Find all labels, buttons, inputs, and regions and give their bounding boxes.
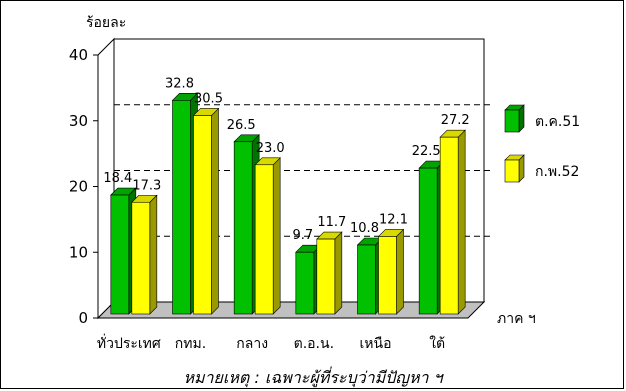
legend-label: ก.พ.52 [535, 164, 579, 180]
y-tick-label: 10 [69, 243, 88, 261]
data-label: 18.4 [103, 171, 132, 186]
data-label: 23.0 [256, 141, 285, 156]
bar-front [172, 100, 191, 315]
data-label: 12.1 [379, 212, 408, 227]
bar-front [418, 167, 438, 315]
y-tick-label: 40 [69, 46, 88, 64]
bar-front [254, 164, 274, 315]
x-tick-label: ต.อ.น. [294, 336, 334, 352]
bar-side [149, 194, 158, 315]
data-label: 10.8 [350, 221, 379, 236]
legend-label: ต.ค.51 [535, 114, 580, 130]
data-label: 26.5 [227, 118, 256, 133]
y-tick-label: 0 [78, 309, 88, 327]
data-label: 30.5 [194, 91, 223, 106]
footnote: หมายเหตุ : เฉพาะผู้ที่ระบุว่ามีปัญหา ฯ [183, 368, 443, 387]
x-tick-label: กทม. [175, 336, 206, 352]
y-tick-label: 20 [69, 178, 88, 196]
data-label: 9.7 [292, 228, 313, 243]
x-tick-label: เหนือ [360, 336, 392, 352]
bar-side [211, 107, 219, 315]
data-label: 22.5 [412, 144, 441, 159]
bar-front [110, 194, 130, 315]
y-tick-label: 30 [69, 112, 88, 130]
bar-front [233, 141, 253, 315]
data-label: 17.3 [132, 178, 161, 193]
x-tick-label: กลาง [236, 336, 268, 352]
bar-side [334, 231, 343, 315]
x-tick-label: ทั่วประเทศ [97, 334, 161, 352]
y-axis-title: ร้อยละ [86, 15, 126, 31]
legend-swatch [504, 109, 520, 133]
bar-side [457, 129, 466, 315]
bar-front [131, 201, 151, 315]
bar-front [295, 251, 315, 315]
x-tick-label: ใต้ [429, 335, 445, 352]
bar-front [439, 136, 459, 315]
bar-front [378, 236, 397, 315]
bar-side [396, 228, 404, 315]
data-label: 27.2 [441, 113, 470, 128]
legend-swatch [504, 159, 520, 183]
bar-front [357, 244, 376, 315]
data-label: 11.7 [317, 215, 346, 230]
x-axis-title: ภาค ฯ [497, 311, 536, 327]
bar-front [316, 238, 336, 315]
bar-front [193, 115, 212, 315]
bar-side [272, 157, 281, 315]
data-label: 32.8 [165, 76, 194, 91]
